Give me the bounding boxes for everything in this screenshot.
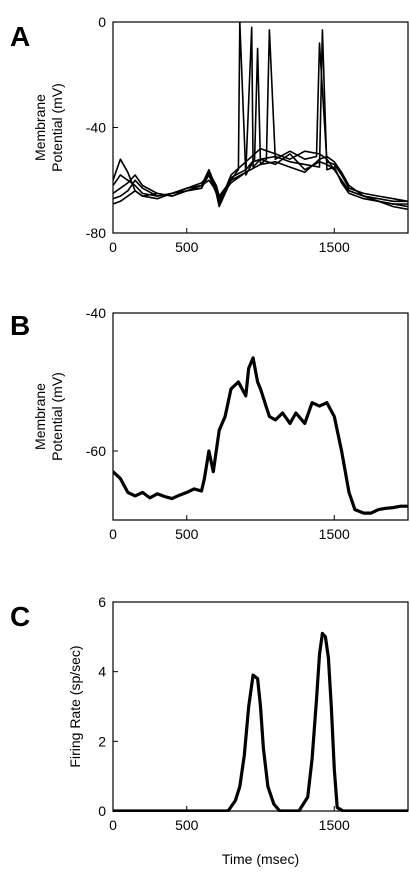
x-tick-label: 500 xyxy=(175,239,199,255)
x-tick-label: 500 xyxy=(175,526,199,542)
y-axis-label: Membrane xyxy=(32,383,48,450)
y-tick-label: 0 xyxy=(98,14,106,30)
x-tick-label: 1500 xyxy=(319,239,350,255)
y-axis-label: Membrane xyxy=(32,94,48,161)
panel-letter: A xyxy=(10,21,30,52)
y-axis-label: Potential (mV) xyxy=(49,372,65,461)
series-line-1 xyxy=(113,356,408,515)
y-tick-label: 2 xyxy=(98,733,106,749)
y-tick-label: -60 xyxy=(86,443,106,459)
series-line-3 xyxy=(113,29,408,203)
series-group xyxy=(113,21,408,211)
y-tick-label: -80 xyxy=(86,225,106,241)
x-tick-label: 0 xyxy=(109,817,117,833)
series-group xyxy=(113,631,408,812)
series-line-4 xyxy=(113,147,408,208)
panel-letter: C xyxy=(10,601,30,632)
panel-c: C 0 500 1500 0 2 4 6 Firing Rate (sp/sec) Time (m… xyxy=(10,594,409,867)
series-group xyxy=(113,356,408,515)
y-tick-label: 0 xyxy=(98,803,106,819)
series-line-2 xyxy=(113,26,408,205)
x-axis-label: Time (msec) xyxy=(222,851,299,867)
plot-frame xyxy=(112,312,409,521)
panel-b: B 0 500 1500 -40 -60 Membrane Potential (mV) xyxy=(10,305,409,542)
panel-letter: B xyxy=(10,310,30,341)
plot-frame xyxy=(112,21,409,234)
series-line-1 xyxy=(113,21,408,203)
y-tick-label: 6 xyxy=(98,594,106,610)
y-tick-label: 4 xyxy=(98,664,106,680)
y-tick-label: -40 xyxy=(86,305,106,321)
x-tick-label: 1500 xyxy=(319,526,350,542)
series-line-1 xyxy=(113,631,408,812)
panel-a: A 0 500 1500 0 -40 -80 Membrane Potential (mV) xyxy=(10,14,409,255)
y-axis-label: Potential (mV) xyxy=(49,83,65,172)
x-tick-label: 0 xyxy=(109,526,117,542)
y-axis-label: Firing Rate (sp/sec) xyxy=(67,645,83,767)
plot-frame xyxy=(112,601,409,812)
x-tick-label: 1500 xyxy=(319,817,350,833)
x-tick-label: 500 xyxy=(175,817,199,833)
y-tick-label: -40 xyxy=(86,120,106,136)
x-tick-label: 0 xyxy=(109,239,117,255)
series-line-5 xyxy=(113,155,408,211)
